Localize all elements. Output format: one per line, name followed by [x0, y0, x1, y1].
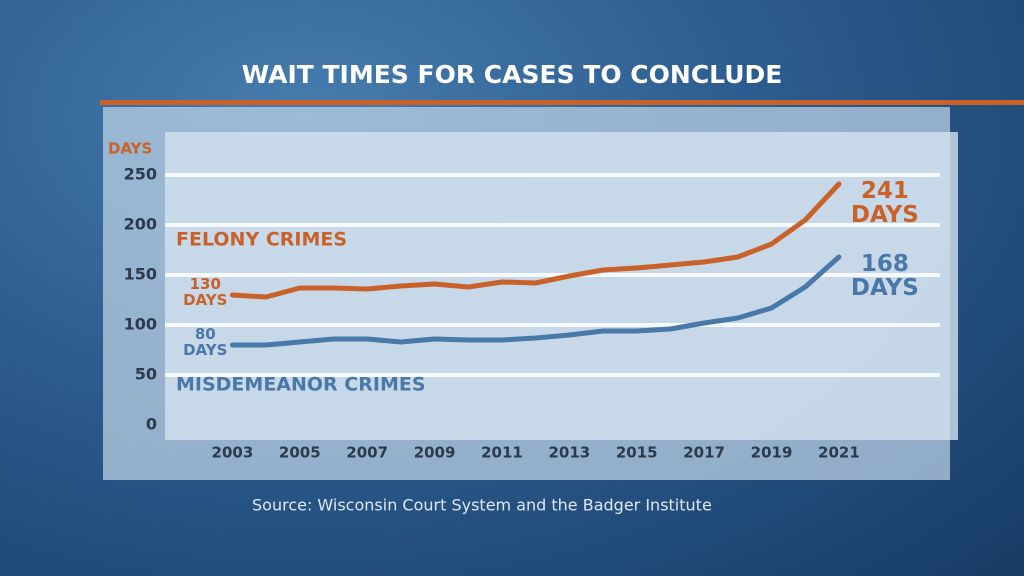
- x-tick-label: 2011: [481, 444, 523, 462]
- x-tick-label: 2019: [751, 444, 793, 462]
- x-tick-label: 2005: [279, 444, 321, 462]
- x-tick-label: 2021: [818, 444, 860, 462]
- plot-area: [165, 132, 958, 440]
- series-label: FELONY CRIMES: [176, 229, 347, 251]
- y-tick-label: 250: [124, 165, 157, 184]
- y-tick-label: 100: [124, 315, 157, 334]
- x-tick-label: 2003: [212, 444, 254, 462]
- y-tick-label: 150: [124, 265, 157, 284]
- source-note: Source: Wisconsin Court System and the B…: [252, 496, 712, 515]
- x-tick-label: 2015: [616, 444, 658, 462]
- data-line: [229, 181, 842, 300]
- series-label: MISDEMEANOR CRIMES: [176, 374, 426, 396]
- data-label: 168 DAYS: [850, 251, 919, 302]
- data-label: 241 DAYS: [850, 178, 919, 229]
- y-tick-label: 0: [146, 415, 157, 434]
- data-label: 80 DAYS: [183, 325, 228, 359]
- y-tick-label: 50: [135, 365, 157, 384]
- x-tick-label: 2017: [683, 444, 725, 462]
- y-tick-label: 200: [124, 215, 157, 234]
- x-tick-label: 2013: [548, 444, 590, 462]
- title-rule: [100, 100, 1024, 105]
- chart-title: WAIT TIMES FOR CASES TO CONCLUDE: [242, 60, 783, 89]
- x-tick-label: 2009: [414, 444, 456, 462]
- x-tick-label: 2007: [346, 444, 388, 462]
- y-axis-label: DAYS: [108, 140, 152, 158]
- data-line: [229, 254, 842, 348]
- data-label: 130 DAYS: [183, 275, 228, 309]
